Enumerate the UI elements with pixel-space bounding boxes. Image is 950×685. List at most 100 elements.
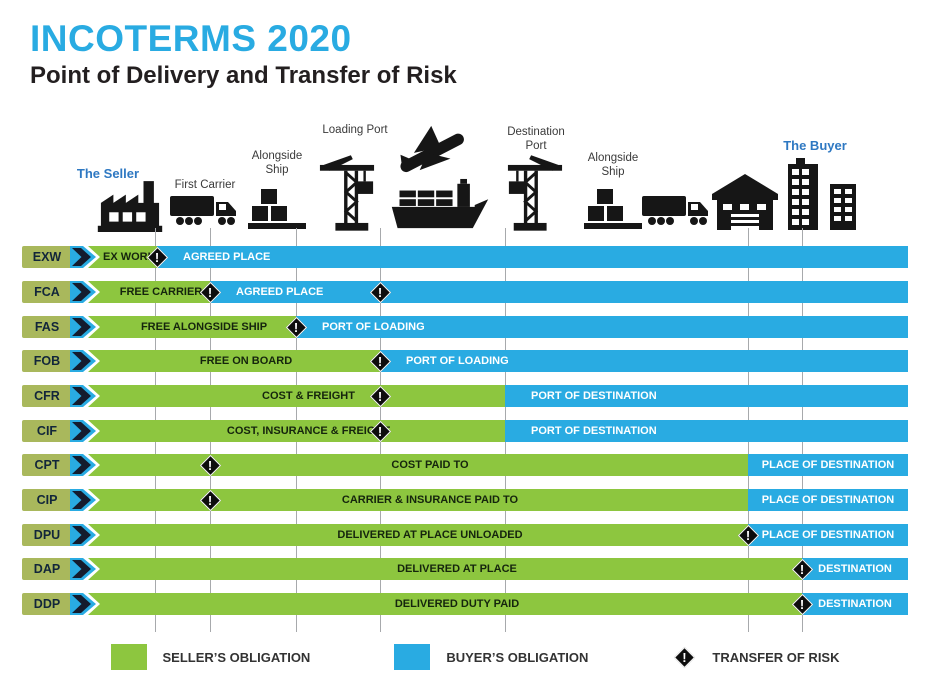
obligation-bar: COST PAID TO PLACE OF DESTINATION	[88, 454, 908, 476]
buyer-obligation-segment: PLACE OF DESTINATION	[748, 489, 908, 511]
chevron-right-icon	[70, 454, 96, 476]
page-title: INCOTERMS 2020	[30, 18, 352, 59]
destination-port-label: Destination Port	[507, 126, 565, 152]
airplane-icon	[398, 124, 476, 174]
buildings-icon	[782, 158, 862, 230]
obligation-bar: COST, INSURANCE & FREIGHT PORT OF DESTINA…	[88, 420, 908, 442]
transfer-of-risk-icon: !	[198, 453, 222, 477]
page-subtitle: Point of Delivery and Transfer of Risk	[30, 62, 457, 89]
buyer-obligation-label: AGREED PLACE	[183, 251, 271, 263]
incoterm-code-chip: DDP	[22, 593, 72, 615]
seller-obligation-segment: DELIVERED AT PLACE UNLOADED	[88, 524, 760, 546]
truck-icon	[642, 190, 712, 230]
chevron-right-icon	[70, 385, 96, 407]
transfer-of-risk-icon: !	[790, 557, 814, 581]
seller-obligation-label: EX WORKS	[103, 251, 163, 263]
seller-obligation-label: DELIVERED DUTY PAID	[394, 598, 520, 610]
incoterm-code-chip: CIP	[22, 489, 72, 511]
seller-obligation-segment: COST & FREIGHT	[88, 385, 517, 407]
transfer-of-risk-icon: !	[368, 384, 392, 408]
obligation-bar: CARRIER & INSURANCE PAID TO PLACE OF DEST…	[88, 489, 908, 511]
first-carrier-label: First Carrier	[174, 179, 236, 191]
crates-icon	[584, 186, 642, 230]
buyer-obligation-segment: AGREED PLACE	[210, 281, 908, 303]
buyer-obligation-label: PLACE OF DESTINATION	[761, 494, 895, 506]
incoterm-code-chip: CFR	[22, 385, 72, 407]
chevron-right-icon	[70, 593, 96, 615]
buyer-obligation-label: PORT OF DESTINATION	[531, 425, 657, 437]
chevron-right-icon	[70, 316, 96, 338]
seller-obligation-segment: COST PAID TO	[88, 454, 760, 476]
buyer-obligation-label: PLACE OF DESTINATION	[761, 459, 895, 471]
cargo-ship-icon	[388, 178, 492, 232]
factory-icon	[96, 178, 164, 232]
buyer-obligation-segment: PLACE OF DESTINATION	[748, 524, 908, 546]
legend-buyer-label: BUYER’S OBLIGATION	[446, 649, 589, 665]
incoterm-code-chip: FAS	[22, 316, 72, 338]
truck-icon	[170, 190, 240, 230]
obligation-bar: COST & FREIGHT PORT OF DESTINATION	[88, 385, 908, 407]
buyer-obligation-label: PORT OF LOADING	[322, 321, 425, 333]
buyer-obligation-segment: PLACE OF DESTINATION	[748, 454, 908, 476]
obligation-bar: DELIVERED AT PLACE UNLOADED PLACE OF DEST…	[88, 524, 908, 546]
buyer-obligation-label: PLACE OF DESTINATION	[761, 529, 895, 541]
legend: SELLER’S OBLIGATION BUYER’S OBLIGATION !…	[0, 644, 950, 670]
buyer-obligation-segment: DESTINATION	[802, 558, 908, 580]
incoterm-row-fca: FCA FREE CARRIER AGREED PLACE!!	[0, 281, 950, 303]
buyer-obligation-label: DESTINATION	[818, 598, 892, 610]
seller-obligation-segment: COST, INSURANCE & FREIGHT	[88, 420, 517, 442]
seller-obligation-label: FREE CARRIER	[119, 286, 203, 298]
seller-obligation-swatch	[110, 644, 147, 670]
transfer-of-risk-icon: !	[790, 592, 814, 616]
seller-obligation-label: CARRIER & INSURANCE PAID TO	[341, 494, 519, 506]
alongside-ship-label: Alongside Ship	[587, 152, 639, 178]
legend-risk-label: TRANSFER OF RISK	[712, 649, 840, 665]
incoterm-code-chip: FOB	[22, 350, 72, 372]
buyer-obligation-segment: PORT OF LOADING	[296, 316, 908, 338]
buyer-obligation-segment: PORT OF DESTINATION	[505, 420, 908, 442]
transfer-of-risk-icon: !	[198, 488, 222, 512]
buyer-obligation-label: PORT OF LOADING	[406, 355, 509, 367]
chevron-right-icon	[70, 246, 96, 268]
chevron-right-icon	[70, 420, 96, 442]
seller-obligation-label: DELIVERED AT PLACE UNLOADED	[337, 529, 523, 541]
transfer-of-risk-icon: !	[368, 280, 392, 304]
seller-obligation-label: COST & FREIGHT	[262, 390, 355, 402]
seller-obligation-label: FREE ON BOARD	[199, 355, 293, 367]
loading-port-label: Loading Port	[322, 124, 388, 136]
incoterm-row-ddp: DDP DELIVERED DUTY PAID DESTINATION!	[0, 593, 950, 615]
chevron-right-icon	[70, 489, 96, 511]
buyer-label: The Buyer	[783, 138, 847, 153]
incoterm-row-fob: FOB FREE ON BOARD PORT OF LOADING!	[0, 350, 950, 372]
seller-obligation-segment: FREE CARRIER	[88, 281, 222, 303]
incoterm-row-dpu: DPU DELIVERED AT PLACE UNLOADED PLACE OF …	[0, 524, 950, 546]
alongside-ship-label: Alongside Ship	[251, 150, 303, 176]
incoterm-row-cip: CIP CARRIER & INSURANCE PAID TO PLACE OF …	[0, 489, 950, 511]
incoterm-code-chip: CPT	[22, 454, 72, 476]
transfer-of-risk-icon: !	[145, 245, 169, 269]
buyer-obligation-segment: AGREED PLACE	[157, 246, 908, 268]
seller-obligation-segment: FREE ON BOARD	[88, 350, 392, 372]
seller-obligation-label: FREE ALONGSIDE SHIP	[140, 321, 268, 333]
legend-seller-label: SELLER’S OBLIGATION	[162, 649, 311, 665]
seller-label: The Seller	[76, 166, 140, 181]
incoterm-row-fas: FAS FREE ALONGSIDE SHIP PORT OF LOADING!	[0, 316, 950, 338]
crates-icon	[248, 186, 306, 230]
buyer-obligation-segment: PORT OF LOADING	[380, 350, 908, 372]
transfer-of-risk-icon: !	[368, 349, 392, 373]
chevron-right-icon	[70, 558, 96, 580]
transfer-of-risk-icon: !	[368, 419, 392, 443]
buyer-obligation-label: PORT OF DESTINATION	[531, 390, 657, 402]
warehouse-icon	[712, 172, 778, 230]
buyer-obligation-label: DESTINATION	[818, 563, 892, 575]
buyer-obligation-label: AGREED PLACE	[236, 286, 324, 298]
transfer-of-risk-icon: !	[284, 315, 308, 339]
transfer-of-risk-icon: !	[736, 523, 760, 547]
chevron-right-icon	[70, 524, 96, 546]
obligation-bar: DELIVERED DUTY PAID DESTINATION	[88, 593, 908, 615]
seller-obligation-label: COST, INSURANCE & FREIGHT	[226, 425, 391, 437]
incoterm-code-chip: DPU	[22, 524, 72, 546]
seller-obligation-segment: CARRIER & INSURANCE PAID TO	[88, 489, 760, 511]
incoterm-row-cif: CIF COST, INSURANCE & FREIGHT PORT OF DES…	[0, 420, 950, 442]
